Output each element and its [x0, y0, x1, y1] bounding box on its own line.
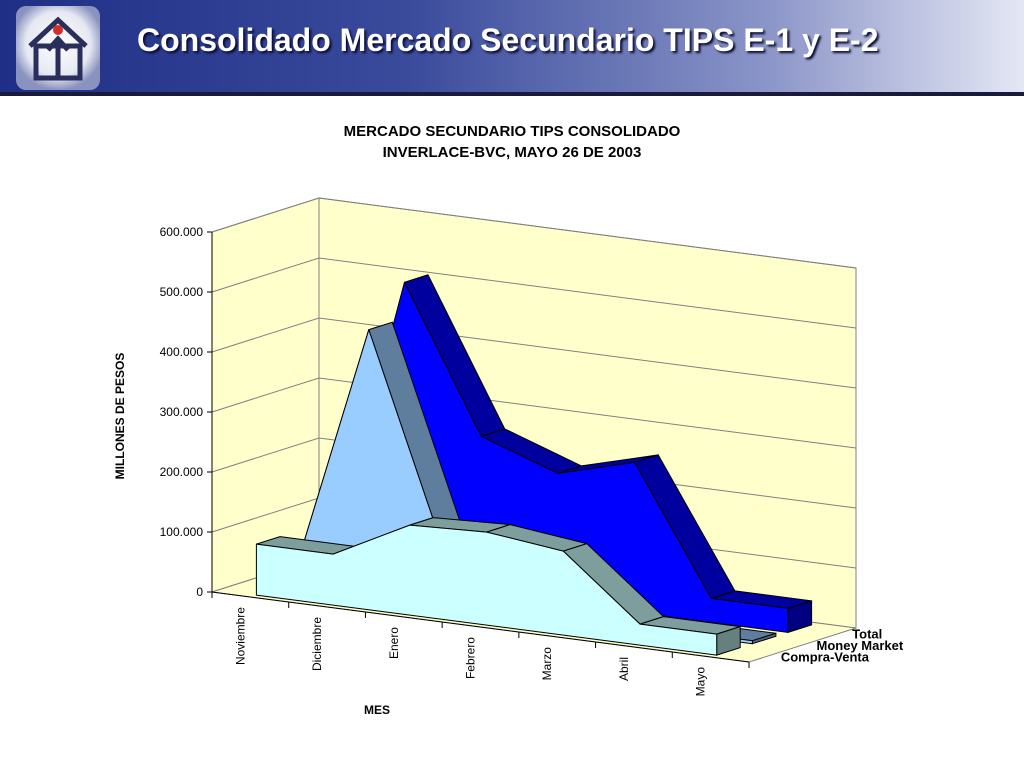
y-tick-label: 0 [196, 585, 203, 599]
gridline [211, 257, 857, 329]
x-axis-line [211, 591, 750, 663]
area-chart: MERCADO SECUNDARIO TIPS CONSOLIDADO INVER… [113, 123, 904, 717]
y-tick-label: 500.000 [160, 285, 204, 299]
x-tick-label: Noviembre [233, 607, 247, 665]
x-axis-title: MES [364, 703, 390, 717]
ribbon-front-face [255, 524, 718, 656]
legend-compra-venta: Compra-Venta [781, 649, 870, 664]
x-tick-label: Marzo [540, 647, 554, 681]
y-axis-title: MILLONES DE PESOS [113, 353, 127, 480]
slide-header: Consolidado Mercado Secundario TIPS E-1 … [0, 0, 1024, 96]
x-tick-label: Febrero [464, 637, 478, 679]
y-tick-label: 400.000 [160, 345, 204, 359]
y-tick-label: 300.000 [160, 405, 204, 419]
x-tick-label: Diciembre [310, 617, 324, 671]
y-tick-label: 600.000 [160, 225, 204, 239]
chart-title-line: INVERLACE-BVC, MAYO 26 DE 2003 [383, 144, 642, 161]
house-arrow-icon [16, 6, 100, 90]
y-tick-label: 200.000 [160, 465, 204, 479]
series-compra-venta [255, 517, 741, 656]
gridline [211, 437, 857, 509]
gridline [211, 317, 857, 389]
legend-money-market: Money Market [817, 638, 904, 653]
legend-total: Total [852, 627, 882, 642]
chart-title-line: MERCADO SECUNDARIO TIPS CONSOLIDADO [344, 123, 681, 140]
x-tick-label: Enero [387, 627, 401, 659]
x-tick-label: Mayo [694, 667, 708, 697]
gridline [211, 197, 857, 269]
x-tick-label: Abril [617, 657, 631, 681]
y-tick-label: 100.000 [160, 525, 204, 539]
slide-title: Consolidado Mercado Secundario TIPS E-1 … [137, 22, 879, 58]
gridline [211, 377, 857, 449]
